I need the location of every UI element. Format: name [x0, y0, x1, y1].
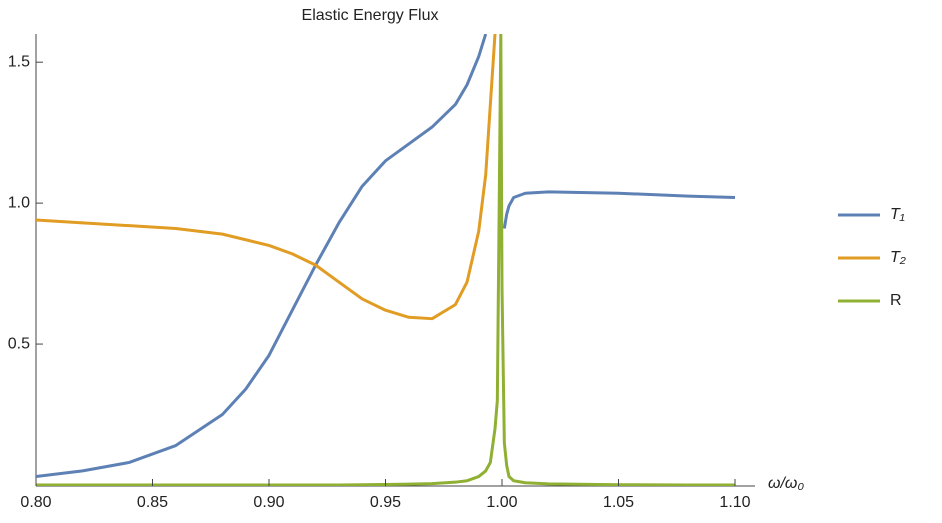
x-tick-label: 1.10 [719, 494, 750, 511]
plot-area [36, 34, 736, 486]
series-line [36, 34, 735, 486]
chart-title: Elastic Energy Flux [302, 7, 439, 24]
x-tick-label: 0.85 [137, 494, 168, 511]
x-tick-label: 1.00 [486, 494, 517, 511]
y-tick-label: 1.5 [8, 53, 30, 70]
legend-label: R [890, 292, 902, 309]
legend-label: T₂ [890, 249, 906, 266]
x-axis-label: ω/ω₀ [768, 475, 804, 492]
y-tick-label: 0.5 [8, 335, 30, 352]
y-tick-label: 1.0 [8, 194, 30, 211]
legend-label: T₁ [890, 206, 905, 223]
series-line [36, 34, 497, 321]
x-tick-label: 0.80 [20, 494, 51, 511]
x-tick-label: 0.90 [253, 494, 284, 511]
series-line [36, 34, 736, 479]
x-tick-label: 0.95 [370, 494, 401, 511]
x-tick-label: 1.05 [603, 494, 634, 511]
